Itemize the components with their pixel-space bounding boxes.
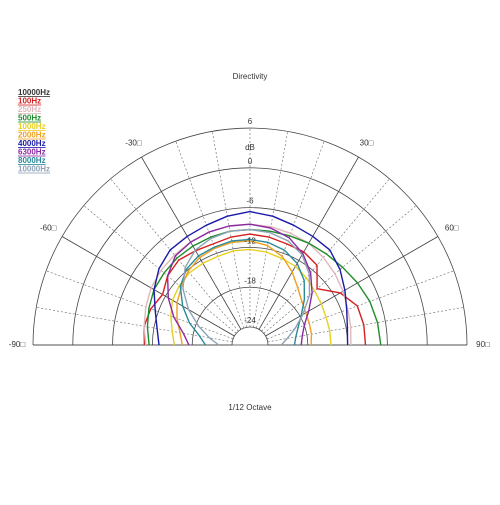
x-tick-label: 30□	[360, 138, 374, 147]
x-tick-label: 90□	[476, 340, 490, 349]
spoke	[252, 131, 288, 328]
series-line	[176, 240, 313, 346]
y-tick-label: -24	[244, 316, 256, 325]
grid-ring	[32, 127, 468, 346]
series-line	[170, 248, 332, 346]
x-tick-label: 60□	[445, 224, 459, 233]
grid-ring	[152, 247, 348, 346]
labels: -90□ -60□ -30□ 30□ 60□ 90□ 6 0 -6 -12 -18 -24 dB 100H…	[9, 97, 490, 350]
spoke	[175, 140, 245, 329]
grid-spoke	[265, 236, 439, 337]
spoke	[212, 131, 248, 328]
series-line	[182, 228, 311, 346]
series-line	[179, 238, 306, 346]
spoke	[267, 307, 464, 343]
grid-spoke	[61, 236, 235, 337]
x-tick-label: -30□	[125, 138, 142, 147]
grid-ring	[72, 167, 428, 346]
series-line	[143, 233, 367, 346]
spoke	[255, 140, 325, 329]
x-tick-label: -90□	[9, 340, 26, 349]
spoke	[110, 178, 239, 332]
chart-title: Directivity	[233, 72, 268, 81]
grid-ring	[112, 207, 388, 346]
spoke	[83, 205, 237, 334]
spoke	[45, 270, 234, 340]
legend-title: 10000Hz	[18, 88, 50, 97]
grid-ring	[191, 286, 309, 346]
y-axis-label: dB	[245, 143, 255, 152]
grid-spoke	[141, 156, 242, 330]
x-axis-label: 1/12 Octave	[228, 403, 272, 412]
legend-entry: 100Hz	[18, 97, 41, 106]
x-tick-label: -60□	[40, 224, 57, 233]
series-line	[153, 210, 349, 346]
y-tick-label: 0	[248, 157, 253, 166]
y-tick-label: -18	[244, 276, 256, 285]
y-tick-label: -6	[246, 197, 254, 206]
y-tick-label: -12	[244, 237, 256, 246]
legend-entry: 500Hz	[18, 114, 41, 123]
spoke	[263, 205, 417, 334]
legend-entry: 4000Hz	[18, 139, 46, 148]
legend-entry: 8000Hz	[18, 156, 46, 165]
grid-ring	[231, 326, 269, 346]
legend-entry: 1000Hz	[18, 122, 46, 131]
curves	[143, 210, 382, 346]
legend-entry: 250Hz	[18, 105, 41, 114]
spoke	[261, 178, 390, 332]
y-tick-label: 6	[248, 117, 253, 126]
legend-entry: 2000Hz	[18, 131, 46, 140]
legend-entry: 10000Hz	[18, 165, 50, 174]
legend-entry: 6300Hz	[18, 148, 46, 157]
series-line	[166, 223, 313, 346]
